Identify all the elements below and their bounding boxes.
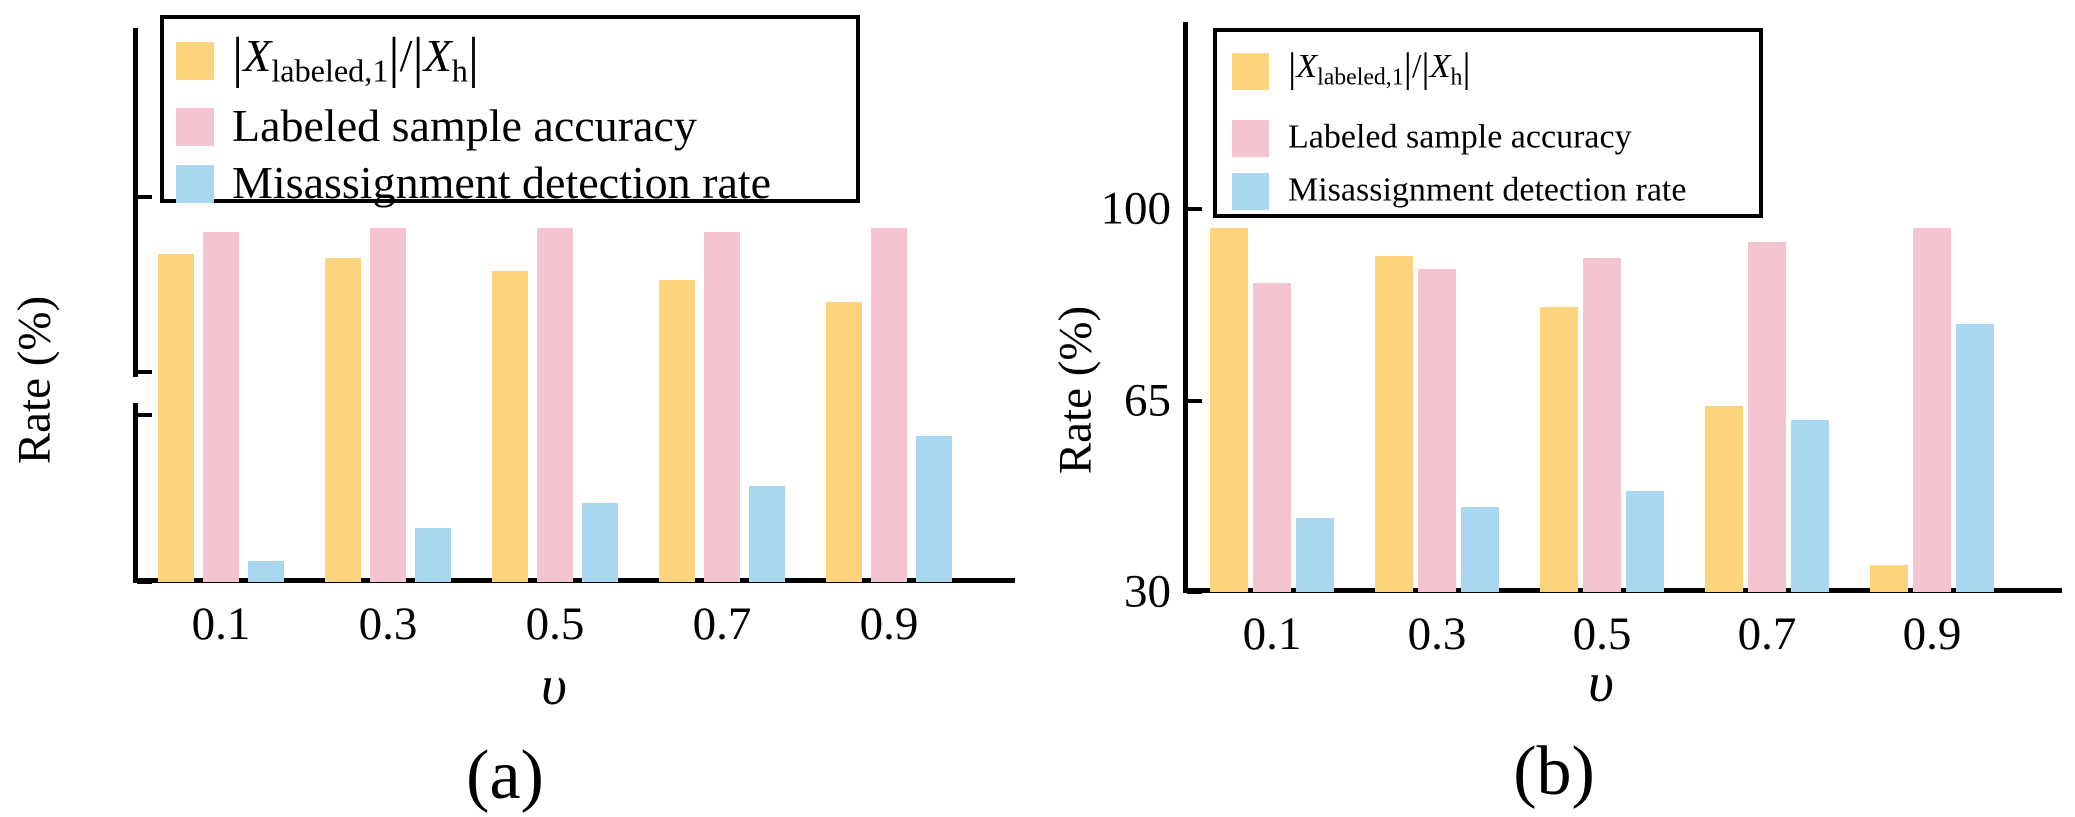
legend-label-series0: |Xlabeled,1|/|Xh| bbox=[1288, 43, 1471, 91]
bar-series0-group4 bbox=[826, 302, 862, 582]
math-vertical-bar: | bbox=[412, 27, 424, 90]
legend-swatch-series2 bbox=[176, 165, 214, 203]
legend-label-series1: Labeled sample accuracy bbox=[1288, 120, 1632, 154]
y-axis-line-segment bbox=[132, 403, 138, 582]
bar-series1-group2 bbox=[1583, 258, 1621, 592]
bar-series0-group4 bbox=[1870, 564, 1908, 592]
x-tick-label: 0.3 bbox=[358, 598, 418, 650]
bar-series1-group2 bbox=[537, 227, 573, 582]
x-tick-label: 0.5 bbox=[525, 598, 585, 650]
legend-label-series2: Misassignment detection rate bbox=[232, 160, 771, 206]
x-axis-label: υ bbox=[1588, 652, 1614, 714]
legend-label-part: X bbox=[1429, 47, 1451, 85]
math-vertical-bar: | bbox=[388, 27, 400, 90]
math-vertical-bar: | bbox=[232, 27, 244, 90]
y-tick-mark bbox=[1186, 590, 1202, 594]
bar-series2-group1 bbox=[1461, 507, 1499, 592]
bar-series1-group1 bbox=[370, 227, 406, 582]
x-tick-label: 0.1 bbox=[1242, 608, 1302, 660]
math-vertical-bar: | bbox=[1462, 43, 1471, 90]
x-tick-label: 0.3 bbox=[1407, 608, 1467, 660]
bar-series2-group4 bbox=[1956, 323, 1994, 592]
bar-series2-group0 bbox=[248, 561, 284, 582]
bar-series0-group2 bbox=[1540, 307, 1578, 592]
legend-label-part: X bbox=[1296, 47, 1318, 85]
legend-label-part: / bbox=[1411, 47, 1422, 85]
y-tick-label: 100 bbox=[1100, 182, 1172, 235]
bar-series0-group1 bbox=[1375, 255, 1413, 592]
x-tick-label: 0.5 bbox=[1572, 608, 1632, 660]
y-tick-mark bbox=[1186, 398, 1202, 403]
legend-label-part: / bbox=[399, 30, 413, 82]
legend-label-part: h bbox=[1450, 64, 1463, 91]
math-vertical-bar: | bbox=[1403, 43, 1412, 90]
legend-label-part: Labeled sample accuracy bbox=[232, 100, 697, 152]
subfigure-caption: (a) bbox=[466, 737, 544, 814]
legend-label-part: X bbox=[243, 30, 272, 82]
bar-series1-group0 bbox=[203, 232, 239, 582]
x-tick-label: 0.7 bbox=[1737, 608, 1797, 660]
legend-label-part: Misassignment detection rate bbox=[1288, 171, 1687, 209]
legend-swatch-series0 bbox=[176, 42, 214, 80]
y-tick-mark bbox=[136, 370, 152, 374]
x-axis-line bbox=[1182, 588, 2062, 593]
bar-series1-group4 bbox=[871, 227, 907, 582]
legend-label-series0: |Xlabeled,1|/|Xh| bbox=[232, 27, 480, 90]
legend-box bbox=[160, 15, 860, 203]
bar-series1-group3 bbox=[704, 232, 740, 582]
bar-series0-group0 bbox=[1210, 228, 1248, 592]
legend-label-series1: Labeled sample accuracy bbox=[232, 103, 697, 149]
bar-series2-group0 bbox=[1296, 518, 1334, 592]
x-tick-label: 0.9 bbox=[1902, 608, 1962, 660]
bar-series2-group4 bbox=[916, 435, 952, 582]
y-tick-label: 65 bbox=[1124, 374, 1171, 426]
bar-series2-group2 bbox=[1626, 490, 1664, 592]
legend-label-part: Labeled sample accuracy bbox=[1288, 118, 1632, 156]
bar-series0-group2 bbox=[492, 271, 528, 582]
y-tick-mark bbox=[136, 413, 152, 417]
legend-swatch-series2 bbox=[1232, 172, 1269, 210]
bar-series2-group3 bbox=[1791, 419, 1829, 592]
x-axis-label: υ bbox=[541, 655, 567, 717]
math-vertical-bar: | bbox=[1288, 43, 1297, 90]
bar-series2-group3 bbox=[749, 485, 785, 582]
legend-swatch-series1 bbox=[176, 108, 214, 146]
legend-swatch-series0 bbox=[1232, 52, 1269, 90]
bar-series0-group0 bbox=[158, 253, 194, 582]
y-tick-mark bbox=[1186, 207, 1202, 211]
legend-label-part: h bbox=[451, 52, 468, 89]
bar-series1-group4 bbox=[1913, 228, 1951, 592]
y-axis-line-segment bbox=[132, 28, 138, 377]
legend-label-part: X bbox=[423, 30, 452, 82]
legend-box bbox=[1213, 28, 1763, 218]
x-tick-label: 0.9 bbox=[859, 598, 919, 650]
y-tick-label: 30 bbox=[1124, 565, 1171, 618]
bar-series0-group3 bbox=[1705, 405, 1743, 592]
math-vertical-bar: | bbox=[467, 27, 480, 90]
subfigure-caption: (b) bbox=[1513, 733, 1595, 810]
y-axis-line-segment bbox=[1182, 22, 1188, 592]
math-vertical-bar: | bbox=[1421, 43, 1430, 90]
legend-label-part: labeled,1 bbox=[1317, 64, 1404, 91]
legend-swatch-series1 bbox=[1232, 119, 1269, 157]
legend-label-part: labeled,1 bbox=[271, 52, 389, 89]
bar-series1-group3 bbox=[1748, 241, 1786, 592]
y-axis-label: Rate (%) bbox=[1049, 305, 1102, 475]
x-tick-label: 0.7 bbox=[692, 598, 752, 650]
x-tick-label: 0.1 bbox=[191, 598, 251, 650]
y-tick-mark bbox=[136, 580, 152, 584]
bar-series1-group1 bbox=[1418, 269, 1456, 592]
x-axis-line bbox=[132, 578, 1015, 583]
y-tick-mark bbox=[136, 195, 152, 199]
legend-label-part: Misassignment detection rate bbox=[232, 157, 772, 209]
bar-series2-group1 bbox=[415, 527, 451, 582]
bar-series2-group2 bbox=[582, 502, 618, 582]
bar-series0-group1 bbox=[325, 258, 361, 582]
legend-label-series2: Misassignment detection rate bbox=[1288, 173, 1686, 207]
bar-series0-group3 bbox=[659, 280, 695, 582]
bar-series1-group0 bbox=[1253, 282, 1291, 592]
